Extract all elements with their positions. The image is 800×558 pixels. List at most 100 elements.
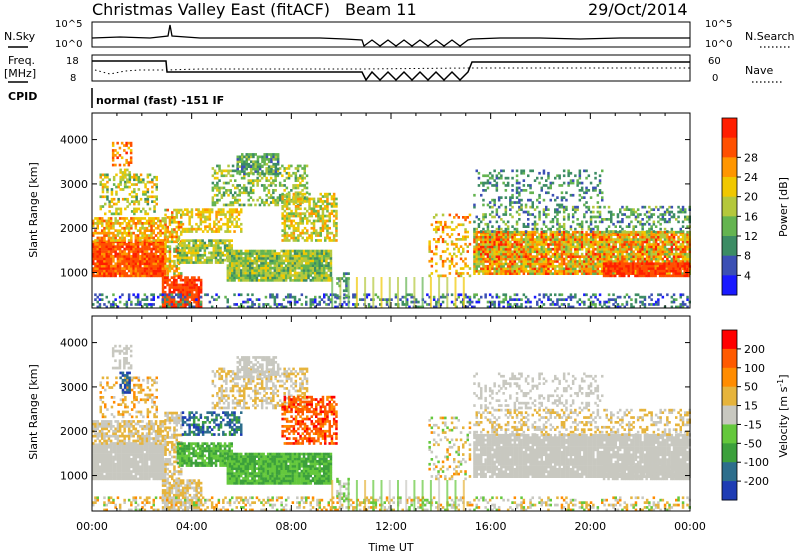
data-cell xyxy=(612,246,615,249)
data-cell xyxy=(292,274,295,277)
data-cell xyxy=(498,253,501,256)
data-cell xyxy=(480,248,483,251)
data-cell xyxy=(585,267,588,270)
data-cell xyxy=(191,216,194,219)
data-cell xyxy=(195,256,198,259)
data-cell xyxy=(316,252,319,255)
data-cell xyxy=(156,183,159,186)
data-cell xyxy=(541,238,544,241)
data-cell xyxy=(247,272,250,275)
data-cell xyxy=(662,253,665,256)
data-cell xyxy=(255,168,258,171)
data-cell xyxy=(276,269,279,272)
data-cell xyxy=(162,220,165,223)
data-cell xyxy=(581,270,584,273)
data-cell xyxy=(293,212,296,215)
data-cell xyxy=(267,279,270,282)
data-cell xyxy=(269,296,272,299)
data-cell xyxy=(106,296,109,299)
data-cell xyxy=(352,296,355,299)
data-cell xyxy=(119,267,122,270)
data-cell xyxy=(169,258,172,261)
data-cell xyxy=(141,240,144,243)
data-cell xyxy=(133,210,136,213)
data-cell xyxy=(543,272,546,275)
data-cell xyxy=(271,255,274,258)
data-cell xyxy=(200,216,203,219)
data-cell xyxy=(319,267,322,270)
data-cell xyxy=(241,187,244,190)
data-cell xyxy=(554,233,557,236)
data-cell xyxy=(331,195,334,198)
data-cell xyxy=(480,243,483,246)
data-cell xyxy=(594,293,597,296)
data-cell xyxy=(319,303,322,306)
data-cell xyxy=(297,225,300,228)
data-cell xyxy=(208,239,211,242)
data-cell xyxy=(162,245,165,248)
data-cell xyxy=(173,291,176,294)
data-cell xyxy=(655,301,658,304)
data-cell xyxy=(199,256,202,259)
data-cell xyxy=(206,211,209,214)
data-cell xyxy=(99,267,102,270)
data-cell xyxy=(159,220,162,223)
data-cell xyxy=(295,239,298,242)
data-cell xyxy=(538,258,541,261)
data-cell xyxy=(169,270,172,273)
data-cell xyxy=(410,296,413,299)
data-cell xyxy=(270,170,273,173)
data-cell xyxy=(167,236,170,239)
data-cell xyxy=(325,293,328,296)
data-cell xyxy=(270,168,273,171)
data-cell xyxy=(151,178,154,181)
data-cell xyxy=(254,252,257,255)
freq-label-line2: [MHz] xyxy=(4,67,36,80)
data-cell xyxy=(639,231,642,234)
data-cell xyxy=(155,250,158,253)
data-cell xyxy=(248,191,251,194)
data-cell xyxy=(294,264,297,267)
data-cell xyxy=(527,233,530,236)
data-cell xyxy=(262,264,265,267)
data-cell xyxy=(173,209,176,212)
data-cell xyxy=(243,170,246,173)
data-cell xyxy=(267,274,270,277)
data-cell xyxy=(283,170,286,173)
data-cell xyxy=(198,298,201,301)
data-cell xyxy=(139,217,142,220)
data-cell xyxy=(265,257,268,260)
data-cell xyxy=(662,236,665,239)
data-cell xyxy=(254,269,257,272)
data-cell xyxy=(262,257,265,260)
data-cell xyxy=(288,234,291,237)
data-cell xyxy=(597,270,600,273)
data-cell xyxy=(639,238,642,241)
data-cell xyxy=(576,236,579,239)
data-cell xyxy=(239,160,242,163)
data-cell xyxy=(558,243,561,246)
data-cell xyxy=(184,298,187,301)
data-cell xyxy=(247,274,250,277)
data-cell xyxy=(328,257,331,260)
data-cell xyxy=(489,272,492,275)
data-cell xyxy=(333,205,336,208)
data-cell xyxy=(137,296,140,299)
data-cell xyxy=(186,296,189,299)
data-cell xyxy=(293,200,296,203)
data-cell xyxy=(668,248,671,251)
data-cell xyxy=(572,236,575,239)
data-cell xyxy=(637,260,640,263)
data-cell xyxy=(514,267,517,270)
data-cell xyxy=(576,255,579,258)
data-cell xyxy=(130,258,133,261)
data-cell xyxy=(644,298,647,301)
data-cell xyxy=(646,255,649,258)
data-cell xyxy=(570,293,573,296)
data-cell xyxy=(630,233,633,236)
data-cell xyxy=(599,265,602,268)
data-cell xyxy=(175,279,178,282)
data-cell xyxy=(119,275,122,278)
data-cell xyxy=(489,250,492,253)
data-cell xyxy=(256,272,259,275)
